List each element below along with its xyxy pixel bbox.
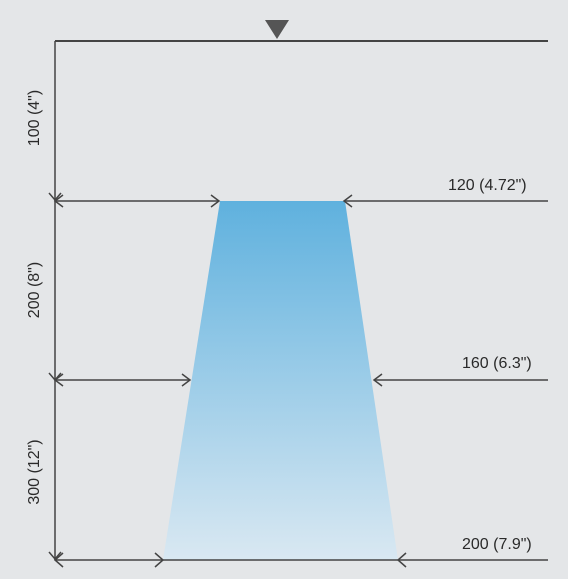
width-label-120: 120 (4.72")	[448, 177, 527, 194]
distance-label-300: 300 (12")	[26, 439, 43, 504]
axis-arrow-300	[48, 551, 62, 561]
width-dimension-120	[53, 194, 548, 208]
width-label-200: 200 (7.9")	[462, 536, 532, 553]
axis-arrow-100	[48, 192, 62, 202]
downward-triangle-icon	[265, 20, 289, 39]
spray-cone	[163, 201, 398, 560]
width-dimension-200	[53, 552, 548, 568]
width-label-160: 160 (6.3")	[462, 355, 532, 372]
distance-label-100: 100 (4")	[26, 90, 43, 146]
width-dimension-160	[53, 373, 548, 387]
distance-label-200: 200 (8")	[26, 262, 43, 318]
